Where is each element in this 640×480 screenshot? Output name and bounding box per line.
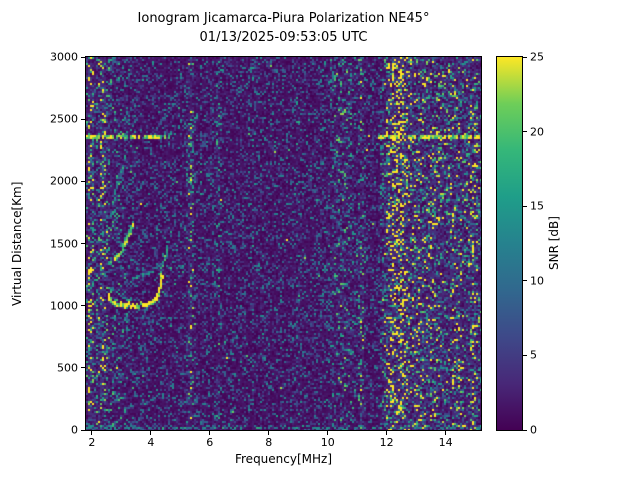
x-tick-label: 10 [320,436,335,449]
x-tick-mark [386,431,388,435]
y-tick-mark [81,243,85,244]
y-tick-mark [81,180,85,182]
y-axis-label: Virtual Distance[Km] [10,181,24,306]
x-tick-label: 8 [265,436,273,449]
y-tick-mark [81,305,85,307]
colorbar-tick-mark [523,354,527,356]
plot-frame [85,56,482,431]
x-tick-mark [268,431,270,435]
y-tick-mark [81,367,85,369]
colorbar-tick-mark [523,56,527,58]
colorbar-tick-label: 10 [530,274,544,288]
colorbar-tick-label: 20 [530,125,544,139]
x-axis-label: Frequency[MHz] [234,452,333,466]
chart-title: Ionogram Jicamarca-Piura Polarization NE… [137,11,430,26]
y-tick-mark [81,429,85,431]
x-tick-mark [327,431,329,435]
colorbar-label: SNR [dB] [547,216,561,271]
y-tick-mark [81,118,85,120]
colorbar-tick-label: 15 [530,199,544,213]
colorbar-tick-mark [523,429,527,431]
chart-title-block: Ionogram Jicamarca-Piura Polarization NE… [86,10,481,48]
heatmap-canvas [86,57,481,430]
x-tick-mark [445,431,447,435]
y-tick-label: 0 [71,423,78,437]
x-tick-label: 2 [88,436,96,449]
colorbar-frame [496,56,523,431]
y-tick-label: 1000 [50,299,78,313]
y-tick-label: 2500 [50,112,78,126]
colorbar-gradient [497,57,522,430]
colorbar-tick-label: 25 [530,50,544,64]
y-tick-label: 3000 [50,50,78,64]
y-tick-label: 500 [57,361,78,375]
x-tick-label: 4 [147,436,155,449]
colorbar-tick-mark [523,280,527,282]
colorbar-tick-label: 0 [530,423,537,437]
colorbar-tick-label: 5 [530,348,537,362]
x-tick-label: 6 [206,436,214,449]
x-tick-label: 12 [379,436,394,449]
y-tick-label: 1500 [50,237,78,250]
chart-subtitle: 01/13/2025-09:53:05 UTC [199,29,368,45]
colorbar-tick-mark [523,131,527,133]
x-tick-mark [91,431,93,435]
x-tick-label: 14 [438,436,453,449]
x-tick-mark [209,431,211,435]
x-tick-mark [150,431,152,435]
y-tick-label: 2000 [50,174,78,188]
y-tick-mark [81,56,85,58]
colorbar-tick-mark [523,205,527,207]
